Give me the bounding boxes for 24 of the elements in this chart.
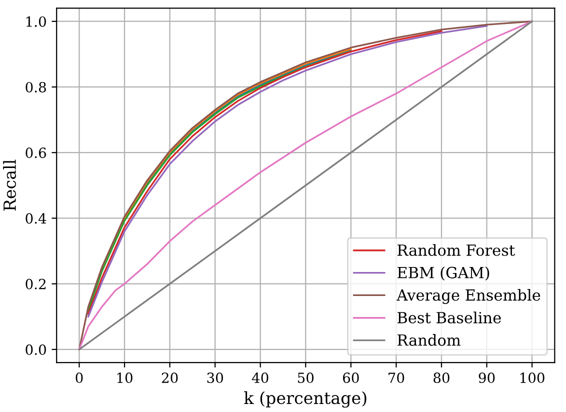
x-tick-label: 70 <box>388 372 404 384</box>
x-tick-label: 10 <box>117 372 132 384</box>
y-axis-title: Recall <box>3 160 16 211</box>
x-tick-label: 30 <box>207 372 223 384</box>
x-tick-label: 40 <box>252 372 268 384</box>
x-axis-title: k (percentage) <box>244 391 366 408</box>
y-tick-label: 1.0 <box>26 16 46 27</box>
legend-label: Random <box>398 334 461 346</box>
y-tick-label: 0.4 <box>26 213 46 224</box>
x-tick-label: 60 <box>343 372 359 384</box>
legend-label: EBM (GAM) <box>398 266 490 281</box>
legend-label: Best Baseline <box>398 312 501 324</box>
y-tick-label: 0.8 <box>26 82 46 92</box>
x-tick-label: 50 <box>298 372 314 384</box>
y-tick-label: 0.0 <box>26 344 46 355</box>
x-tick-label: 100 <box>520 372 544 384</box>
x-tick-label: 20 <box>162 372 178 384</box>
y-tick-label: 0.2 <box>26 278 46 290</box>
legend-label: Random Forest <box>398 244 515 256</box>
y-tick-label: 0.6 <box>26 148 46 158</box>
legend-label: Average Ensemble <box>396 288 540 304</box>
x-tick-label: 90 <box>478 372 495 384</box>
x-tick-label: 0 <box>76 372 83 384</box>
x-tick-label: 80 <box>434 372 450 384</box>
